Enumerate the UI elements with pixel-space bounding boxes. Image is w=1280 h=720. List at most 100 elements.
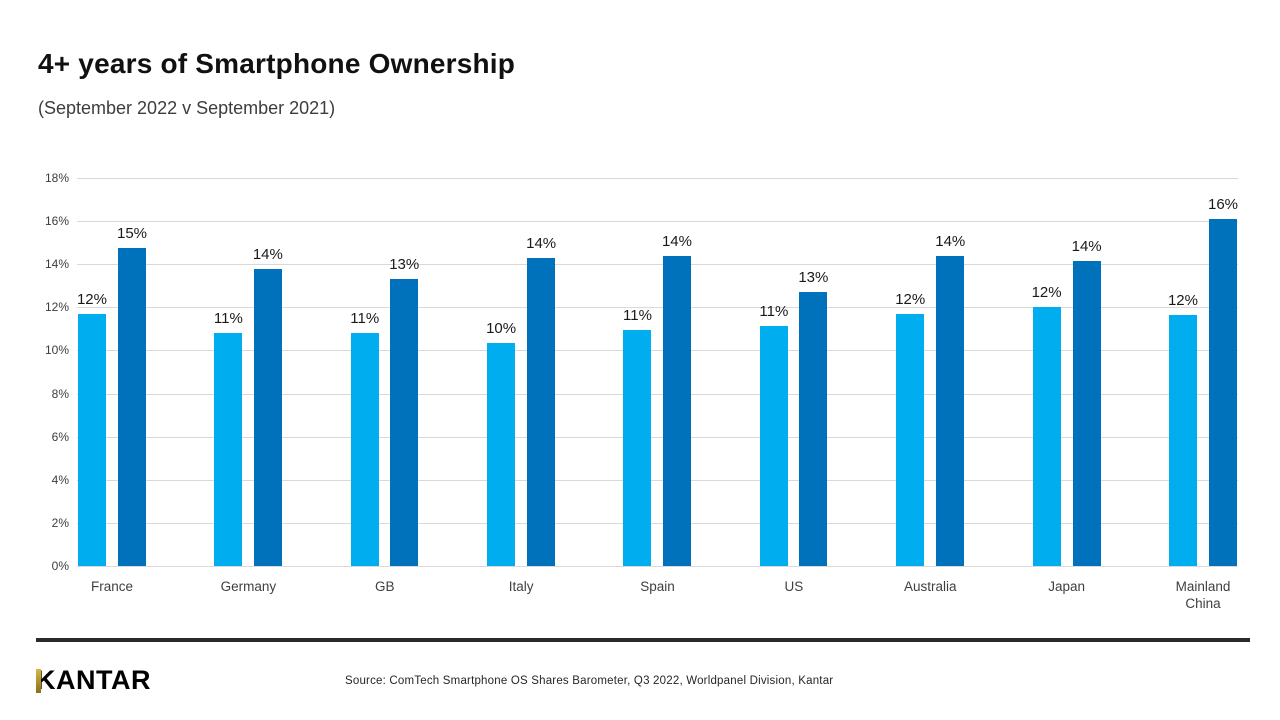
x-axis-label: US <box>784 579 804 594</box>
x-axis-label-slot: Germany <box>215 578 281 618</box>
bar-column: 14% <box>253 178 283 566</box>
bar-left-bar-light-blue <box>1168 314 1197 566</box>
y-axis-label: 6% <box>51 429 69 444</box>
x-axis-label-slot: Italy <box>488 578 554 618</box>
x-axis-label-slot: Spain <box>625 578 691 618</box>
bar-column: 12% <box>1032 178 1062 566</box>
bar-right-bar-dark-blue <box>1072 261 1101 566</box>
bar-value-label: 11% <box>350 310 380 328</box>
bar-left-bar-light-blue <box>623 329 652 566</box>
y-axis-label: 8% <box>51 386 69 401</box>
bar-column: 11% <box>214 178 243 566</box>
bar-right-bar-dark-blue <box>1209 218 1238 566</box>
bar-group-us: 11% 13% <box>759 178 828 566</box>
gridline <box>77 566 1238 567</box>
x-axis-label: Italy <box>508 579 534 594</box>
chart-plot-area: 12% 15% 11% 14% 11% 13% 10% 14% 11% 14% 11% 13% 12% 1… <box>77 178 1238 566</box>
x-axis-label: GB <box>374 579 395 594</box>
bar-column: 12% <box>1168 178 1198 566</box>
kantar-logo-text: KANTAR <box>36 665 151 695</box>
bar-group-australia: 12% 14% <box>895 178 966 566</box>
bar-right-bar-dark-blue <box>253 268 282 566</box>
x-axis-label: Japan <box>1048 579 1086 594</box>
gridline <box>77 221 1238 223</box>
x-axis-label: Mainland China <box>1175 579 1231 611</box>
bar-column: 16% <box>1208 178 1238 566</box>
kantar-gold-stem-icon <box>36 669 41 693</box>
bar-left-bar-light-blue <box>350 333 379 566</box>
bar-column: 10% <box>486 178 516 566</box>
bar-column: 11% <box>759 178 788 566</box>
gridline <box>77 350 1238 352</box>
bar-column: 12% <box>77 178 107 566</box>
x-axis-label-slot: Australia <box>897 578 963 618</box>
bar-right-bar-dark-blue <box>527 257 556 566</box>
x-axis-labels: France Germany GB Italy Spain US Australia Japa… <box>77 578 1238 618</box>
bar-group-france: 12% 15% <box>77 178 147 566</box>
x-axis-label-slot: US <box>761 578 827 618</box>
gridline <box>77 393 1238 395</box>
bar-right-bar-dark-blue <box>662 255 691 566</box>
bar-value-label: 14% <box>661 232 692 250</box>
x-axis-label: France <box>90 579 134 594</box>
x-axis-label: Germany <box>220 579 277 594</box>
y-axis-label: 16% <box>44 214 69 229</box>
bar-value-label: 12% <box>895 290 926 308</box>
gridline <box>77 436 1238 438</box>
bar-value-label: 11% <box>213 310 243 328</box>
bar-right-bar-dark-blue <box>936 255 965 566</box>
bar-group-germany: 11% 14% <box>214 178 283 566</box>
bar-left-bar-light-blue <box>214 333 243 566</box>
bar-left-bar-light-blue <box>896 313 925 566</box>
bar-value-label: 12% <box>1031 284 1062 302</box>
chart-subtitle: (September 2022 v September 2021) <box>38 98 336 118</box>
chart-title: 4+ years of Smartphone Ownership <box>38 48 516 79</box>
bar-value-label: 11% <box>759 302 789 320</box>
bar-left-bar-light-blue <box>759 325 788 566</box>
bar-value-label: 13% <box>798 269 829 287</box>
x-axis-label-slot: Mainland China <box>1170 578 1236 618</box>
y-axis-label: 2% <box>51 515 69 530</box>
bar-group-gb: 11% 13% <box>350 178 419 566</box>
bar-column: 14% <box>1072 178 1102 566</box>
bar-column: 14% <box>526 178 556 566</box>
bar-value-label: 10% <box>486 319 517 337</box>
bar-column: 11% <box>350 178 379 566</box>
bar-value-label: 12% <box>1167 291 1198 309</box>
y-axis-label: 12% <box>44 300 69 315</box>
bar-value-label: 12% <box>76 290 107 308</box>
x-axis-label-slot: GB <box>352 578 418 618</box>
bar-value-label: 14% <box>935 232 966 250</box>
y-axis-label: 0% <box>51 559 69 573</box>
bar-right-bar-dark-blue <box>390 279 419 566</box>
y-axis-label: 18% <box>44 171 69 185</box>
bar-left-bar-light-blue <box>487 342 516 566</box>
bar-value-label: 16% <box>1208 195 1239 213</box>
bar-column: 13% <box>798 178 828 566</box>
gridline <box>77 479 1238 481</box>
bar-left-bar-light-blue <box>1032 307 1061 566</box>
bar-column: 12% <box>895 178 925 566</box>
bar-column: 15% <box>117 178 147 566</box>
bar-value-label: 15% <box>117 225 148 243</box>
bar-right-bar-dark-blue <box>118 248 147 566</box>
x-axis-label-slot: Japan <box>1034 578 1100 618</box>
bar-value-label: 14% <box>1071 238 1102 255</box>
bar-group-spain: 11% 14% <box>623 178 692 566</box>
source-text: Source: ComTech Smartphone OS Shares Bar… <box>345 675 834 687</box>
bar-chart: 18% 16% 14% 12% 10% 8% 6% 4% 2% 0% 12% 15% 11% 14% 11… <box>45 171 1238 611</box>
footer-divider <box>36 638 1250 642</box>
bar-column: 11% <box>623 178 652 566</box>
bar-right-bar-dark-blue <box>799 292 828 566</box>
gridline <box>77 178 1238 179</box>
x-axis-label: Spain <box>640 579 675 594</box>
bar-value-label: 14% <box>252 245 283 263</box>
bar-column: 13% <box>389 178 419 566</box>
bar-value-label: 14% <box>526 234 557 252</box>
gridline <box>77 522 1238 524</box>
bar-value-label: 13% <box>389 256 420 274</box>
y-axis-label: 4% <box>51 472 69 487</box>
kantar-logo: KANTAR <box>36 664 151 696</box>
bar-group-mainland-china: 12% 16% <box>1168 178 1238 566</box>
